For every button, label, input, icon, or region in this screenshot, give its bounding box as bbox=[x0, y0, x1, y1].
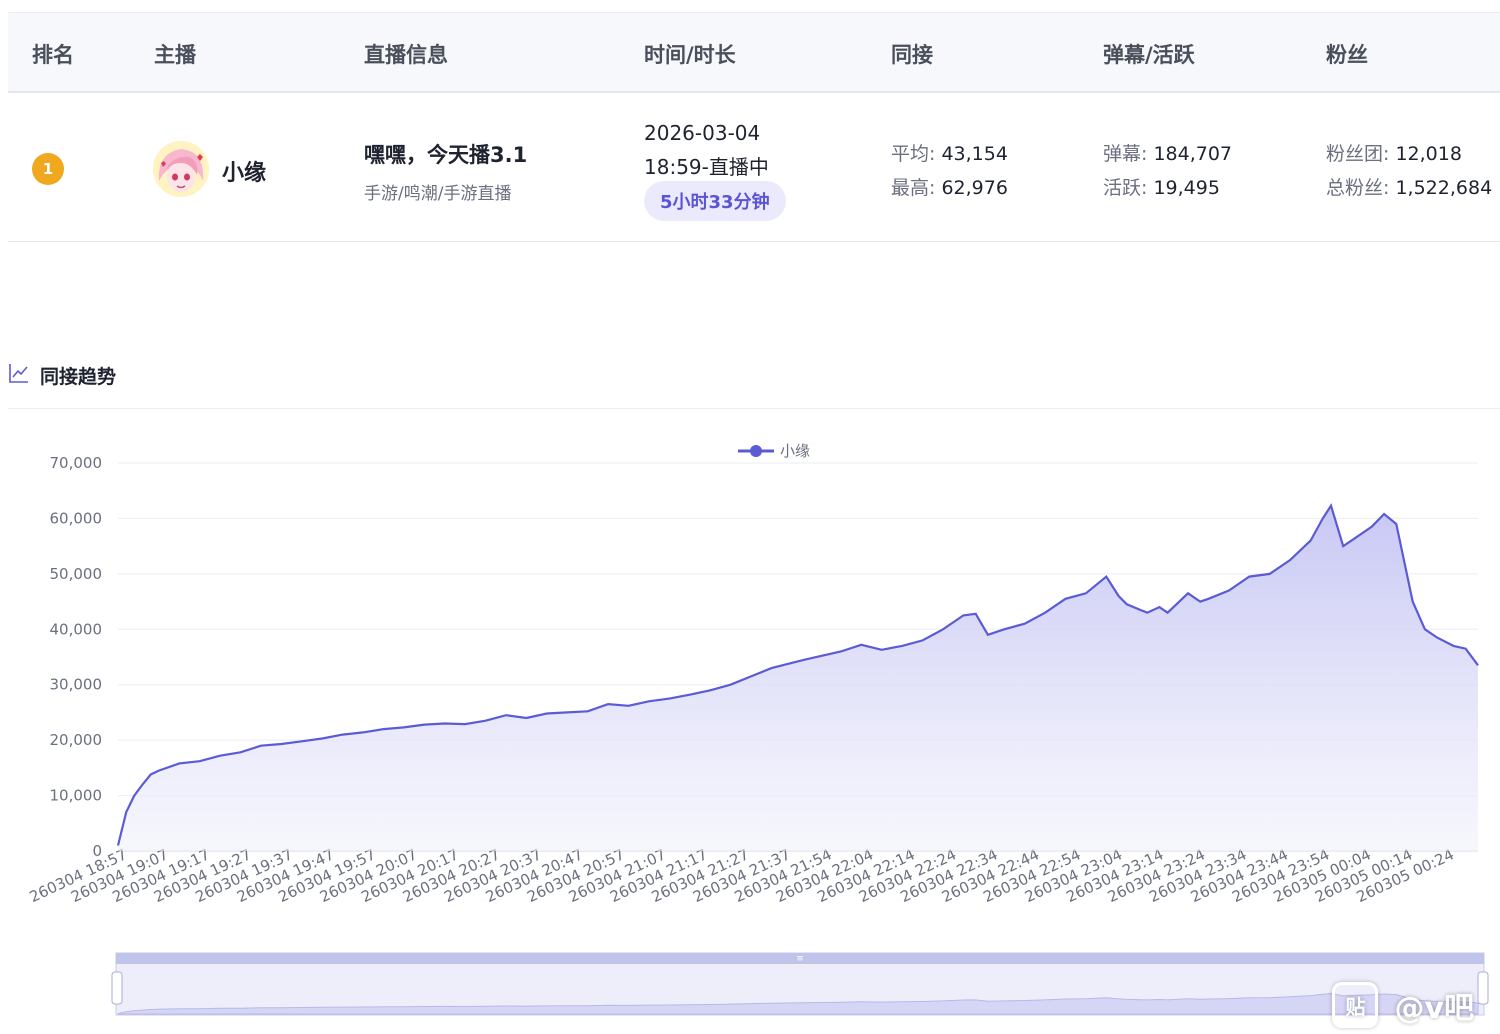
total-fans-value: 1,522,684 bbox=[1395, 177, 1493, 199]
trend-section-title: 同接趋势 bbox=[40, 366, 117, 388]
y-tick-label: 60,000 bbox=[50, 509, 103, 527]
series-line[interactable] bbox=[116, 503, 1479, 846]
duration-badge: 5小时33分钟 bbox=[644, 181, 786, 221]
table-row[interactable]: 1 小缘 嘿嘿，今天播3.1 手游/鸣潮/手游直播 2026-03-04 18:… bbox=[8, 93, 1500, 242]
danmaku-label: 弹幕: bbox=[1103, 143, 1148, 165]
trend-section-header: 同接趋势 bbox=[8, 358, 1500, 409]
header-danmaku-active[interactable]: 弹幕/活跃 bbox=[1103, 43, 1195, 67]
ranking-table: 排名 主播 直播信息 时间/时长 同接 弹幕/活跃 粉丝 1 小缘 嘿嘿，今天播… bbox=[8, 12, 1500, 242]
avatar-image bbox=[153, 141, 209, 197]
y-tick-label: 0 bbox=[92, 842, 102, 860]
data-zoom-bar[interactable] bbox=[116, 953, 1484, 964]
header-rank[interactable]: 排名 bbox=[32, 43, 74, 67]
live-start-status: 18:59-直播中 bbox=[644, 155, 769, 179]
header-streamer[interactable]: 主播 bbox=[154, 43, 196, 67]
live-title[interactable]: 嘿嘿，今天播3.1 bbox=[364, 143, 528, 167]
concurrent-max-label: 最高: bbox=[891, 177, 936, 199]
live-date: 2026-03-04 bbox=[644, 121, 761, 145]
chart-legend[interactable]: 小缘 bbox=[738, 440, 810, 461]
series-area bbox=[118, 505, 1478, 851]
concurrent-max: 最高: 62,976 bbox=[891, 173, 1008, 200]
y-tick-label: 10,000 bbox=[50, 787, 103, 805]
concurrent-max-value: 62,976 bbox=[941, 177, 1008, 199]
legend-series-name: 小缘 bbox=[780, 442, 811, 460]
live-category: 手游/鸣潮/手游直播 bbox=[364, 184, 512, 204]
danmaku-count: 弹幕: 184,707 bbox=[1103, 139, 1232, 166]
active-label: 活跃: bbox=[1103, 177, 1148, 199]
data-zoom-preview bbox=[117, 992, 1479, 1015]
fan-club-count: 粉丝团: 12,018 bbox=[1326, 139, 1462, 166]
active-count: 活跃: 19,495 bbox=[1103, 173, 1220, 200]
total-fans-label: 总粉丝: bbox=[1326, 177, 1390, 199]
rank-badge: 1 bbox=[32, 153, 64, 185]
concurrent-avg-value: 43,154 bbox=[941, 143, 1008, 165]
watermark: 贴 @v吧 bbox=[1332, 982, 1474, 1028]
data-zoom-grip[interactable]: ≡ bbox=[796, 954, 804, 964]
streamer-name[interactable]: 小缘 bbox=[222, 161, 267, 186]
table-header: 排名 主播 直播信息 时间/时长 同接 弹幕/活跃 粉丝 bbox=[8, 12, 1500, 93]
y-tick-label: 40,000 bbox=[50, 620, 103, 638]
danmaku-value: 184,707 bbox=[1153, 143, 1233, 165]
header-fans[interactable]: 粉丝 bbox=[1326, 43, 1368, 67]
concurrent-avg: 平均: 43,154 bbox=[891, 139, 1008, 166]
watermark-text: @v吧 bbox=[1394, 991, 1474, 1026]
active-value: 19,495 bbox=[1153, 177, 1220, 199]
concurrent-avg-label: 平均: bbox=[891, 143, 936, 165]
legend-marker-icon bbox=[738, 444, 774, 457]
fan-club-value: 12,018 bbox=[1395, 143, 1462, 165]
y-tick-label: 30,000 bbox=[50, 676, 103, 694]
y-tick-label: 20,000 bbox=[50, 731, 103, 749]
header-time-duration[interactable]: 时间/时长 bbox=[644, 43, 736, 67]
avatar[interactable] bbox=[153, 141, 209, 197]
tieba-icon: 贴 bbox=[1332, 982, 1379, 1028]
y-tick-label: 70,000 bbox=[50, 454, 103, 472]
data-zoom-slider[interactable]: ≡ bbox=[111, 952, 1489, 1016]
line-chart-icon bbox=[9, 364, 28, 383]
data-zoom-handle-left[interactable] bbox=[111, 971, 123, 1005]
concurrent-trend-chart[interactable]: 0 10,000 20,000 30,000 40,000 50,000 60,000 70,… bbox=[0, 420, 1500, 1034]
y-tick-label: 50,000 bbox=[50, 565, 103, 583]
header-concurrent[interactable]: 同接 bbox=[891, 43, 933, 67]
total-fans-count: 总粉丝: 1,522,684 bbox=[1326, 173, 1492, 200]
data-zoom-handle-right[interactable] bbox=[1477, 971, 1489, 1005]
fan-club-label: 粉丝团: bbox=[1326, 143, 1390, 165]
header-live-info[interactable]: 直播信息 bbox=[364, 43, 448, 67]
